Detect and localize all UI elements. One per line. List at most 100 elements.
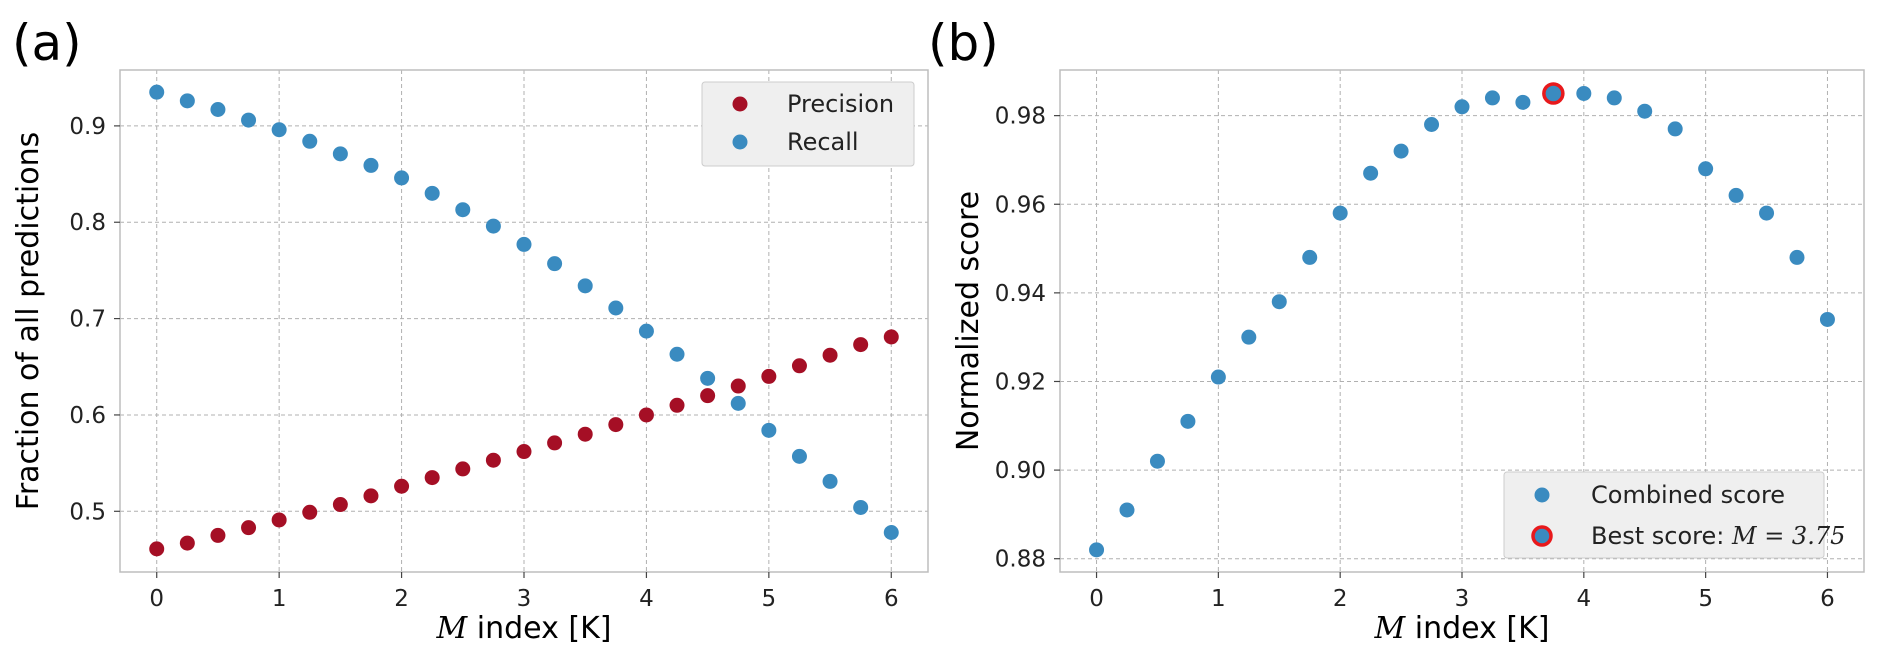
- panel-a-x-var: M: [436, 611, 469, 646]
- data-point-recall: [516, 236, 532, 252]
- data-point-recall: [761, 422, 777, 438]
- panel-a-legend-box: [701, 81, 915, 167]
- data-point-precision: [638, 407, 654, 423]
- x-tick-label: 4: [1576, 586, 1591, 612]
- data-point-combined-score: [1302, 249, 1318, 265]
- legend-label-best: Best score: M = 3.75: [1591, 522, 1845, 550]
- data-point-combined-score: [1484, 90, 1500, 106]
- data-point-precision: [241, 520, 257, 536]
- x-tick-label: 6: [1820, 586, 1835, 612]
- legend-label-recall: Recall: [787, 128, 859, 156]
- x-tick-label: 1: [1211, 586, 1226, 612]
- legend-label-best-prefix: Best score:: [1591, 522, 1732, 550]
- y-tick-label: 0.88: [995, 547, 1046, 573]
- panel-b-y-axis-title: Normalized score: [951, 191, 986, 451]
- data-point-recall: [853, 499, 869, 515]
- panel-b-legend: Combined score Best score: M = 3.75: [1503, 471, 1845, 559]
- data-point-precision: [485, 452, 501, 468]
- data-point-precision: [791, 358, 807, 374]
- data-point-combined-score: [1210, 369, 1226, 385]
- panel-a-label: (a): [12, 14, 82, 72]
- data-point-precision: [700, 388, 716, 404]
- x-tick-label: 5: [1698, 586, 1713, 612]
- data-point-recall: [547, 256, 563, 272]
- y-tick-label: 0.92: [995, 369, 1046, 395]
- data-point-recall: [638, 323, 654, 339]
- data-point-recall: [394, 170, 410, 186]
- panel-a-points: [149, 84, 899, 557]
- panel-b-ticks: 0 1 2 3 4 5 6 0.88 0.90 0.92 0.94 0.96 0.98: [995, 104, 1835, 612]
- panel-a-legend: Precision Recall: [701, 81, 915, 167]
- panel-b-grid: [1060, 70, 1864, 572]
- data-point-recall: [271, 122, 287, 138]
- legend-marker-combined: [1534, 487, 1550, 503]
- data-point-recall: [179, 93, 195, 109]
- best-score-point: [1542, 82, 1565, 105]
- data-point-combined-score: [1515, 94, 1531, 110]
- data-point-recall: [485, 218, 501, 234]
- legend-label-combined: Combined score: [1591, 481, 1785, 509]
- data-point-precision: [608, 417, 624, 433]
- data-point-combined-score: [1759, 205, 1775, 221]
- data-point-precision: [149, 541, 165, 557]
- data-point-combined-score: [1698, 161, 1714, 177]
- y-tick-label: 0.6: [69, 403, 106, 429]
- x-tick-label: 4: [639, 586, 654, 612]
- data-point-combined-score: [1332, 205, 1348, 221]
- legend-label-best-math: M = 3.75: [1731, 522, 1845, 550]
- data-point-recall: [302, 133, 318, 149]
- x-tick-label: 2: [1333, 586, 1348, 612]
- x-tick-label: 6: [884, 586, 899, 612]
- data-point-precision: [210, 527, 226, 543]
- data-point-recall: [424, 185, 440, 201]
- data-point-precision: [424, 470, 440, 486]
- legend-marker-best: [1531, 525, 1553, 547]
- panel-a-y-axis-title: Fraction of all predictions: [11, 132, 46, 510]
- data-point-recall: [332, 146, 348, 162]
- data-point-combined-score: [1180, 413, 1196, 429]
- panel-b-label: (b): [928, 14, 999, 72]
- data-point-precision: [271, 512, 287, 528]
- data-point-combined-score: [1241, 329, 1257, 345]
- data-point-combined-score: [1819, 311, 1835, 327]
- data-point-recall: [577, 278, 593, 294]
- data-point-recall: [149, 84, 165, 100]
- legend-marker-recall: [732, 134, 748, 150]
- data-point-combined-score: [1667, 121, 1683, 137]
- data-point-combined-score: [1424, 116, 1440, 132]
- data-point-precision: [394, 478, 410, 494]
- panel-a-x-text: index [K]: [467, 611, 611, 646]
- panel-b-x-text: index [K]: [1405, 611, 1549, 646]
- data-point-precision: [332, 497, 348, 513]
- data-point-combined-score: [1637, 103, 1653, 119]
- data-point-precision: [822, 347, 838, 363]
- data-point-recall: [700, 370, 716, 386]
- panel-a-x-axis-title: M index [K]: [436, 611, 612, 646]
- data-point-combined-score: [1089, 542, 1105, 558]
- y-tick-label: 0.90: [995, 458, 1046, 484]
- x-tick-label: 0: [149, 586, 164, 612]
- data-point-combined-score: [1606, 90, 1622, 106]
- data-point-recall: [791, 448, 807, 464]
- data-point-combined-score: [1789, 249, 1805, 265]
- data-point-recall: [363, 157, 379, 173]
- data-point-recall: [822, 473, 838, 489]
- panel-a-ticks: 0 1 2 3 4 5 6 0.5 0.6 0.7 0.8 0.9: [69, 114, 898, 612]
- panel-a: (a) 0 1 2 3 4 5 6 0.5 0.6 0.7 0.8 0.9 M index [K] F…: [11, 14, 929, 646]
- y-tick-label: 0.98: [995, 104, 1046, 130]
- data-point-combined-score: [1363, 165, 1379, 181]
- data-point-recall: [608, 300, 624, 316]
- x-tick-label: 5: [762, 586, 777, 612]
- data-point-precision: [577, 426, 593, 442]
- panel-b-x-var: M: [1374, 611, 1407, 646]
- panel-b: (b) 0 1 2 3 4 5 6 0.88 0.90 0.92 0.94 0.96 0.98 M in…: [928, 14, 1865, 646]
- data-point-precision: [883, 329, 899, 345]
- data-point-precision: [669, 397, 685, 413]
- data-point-recall: [241, 112, 257, 128]
- data-point-precision: [302, 504, 318, 520]
- x-tick-label: 0: [1089, 586, 1104, 612]
- panel-b-x-axis-title: M index [K]: [1374, 611, 1550, 646]
- data-point-precision: [363, 488, 379, 504]
- data-point-precision: [179, 535, 195, 551]
